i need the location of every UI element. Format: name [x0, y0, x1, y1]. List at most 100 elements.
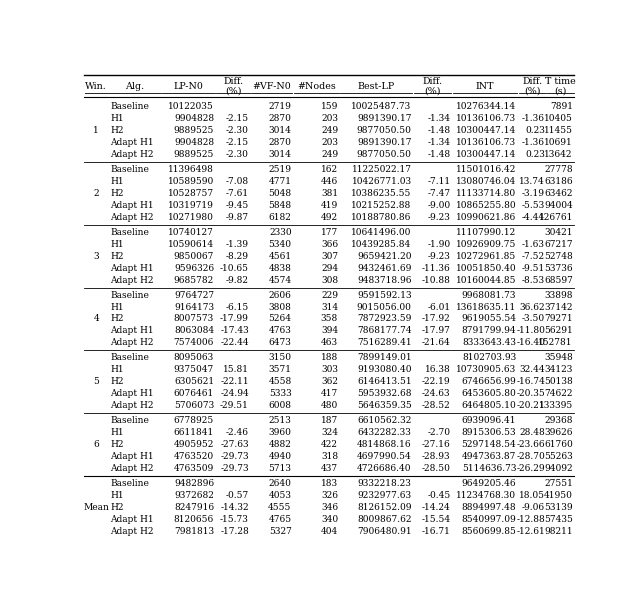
Text: 10926909.75: 10926909.75: [456, 240, 516, 249]
Text: 4771: 4771: [269, 177, 292, 186]
Text: 6746656.99: 6746656.99: [461, 377, 516, 386]
Text: -17.43: -17.43: [220, 326, 249, 335]
Text: 53736: 53736: [544, 264, 573, 273]
Text: -1.36: -1.36: [522, 138, 545, 147]
Text: 366: 366: [321, 240, 338, 249]
Text: 63462: 63462: [545, 189, 573, 198]
Text: 4763520: 4763520: [174, 452, 214, 461]
Text: 5114636.73: 5114636.73: [462, 464, 516, 473]
Text: 33898: 33898: [545, 291, 573, 300]
Text: 4763: 4763: [269, 326, 292, 335]
Text: Baseline: Baseline: [110, 353, 149, 362]
Text: H1: H1: [110, 428, 124, 437]
Text: 0.23: 0.23: [525, 126, 545, 135]
Text: 5646359.35: 5646359.35: [357, 401, 412, 410]
Text: Baseline: Baseline: [110, 103, 149, 112]
Text: 10122035: 10122035: [168, 103, 214, 112]
Text: 50138: 50138: [544, 377, 573, 386]
Text: 2: 2: [93, 189, 99, 198]
Text: Alg.: Alg.: [125, 82, 145, 90]
Text: -7.61: -7.61: [226, 189, 249, 198]
Text: 4882: 4882: [269, 440, 292, 449]
Text: 188: 188: [321, 353, 338, 362]
Text: 9375047: 9375047: [174, 365, 214, 374]
Text: 10691: 10691: [544, 138, 573, 147]
Text: Adapt H1: Adapt H1: [110, 326, 154, 335]
Text: 79271: 79271: [544, 314, 573, 323]
Text: 10025487.73: 10025487.73: [351, 103, 412, 112]
Text: Baseline: Baseline: [110, 165, 149, 174]
Text: -1.48: -1.48: [428, 150, 451, 159]
Text: INT: INT: [476, 82, 494, 90]
Text: 187: 187: [321, 416, 338, 425]
Text: 4561: 4561: [268, 251, 292, 260]
Text: -1.34: -1.34: [428, 114, 451, 123]
Text: 67217: 67217: [544, 240, 573, 249]
Text: 11234768.30: 11234768.30: [456, 491, 516, 500]
Text: H1: H1: [110, 240, 124, 249]
Text: 4763509: 4763509: [174, 464, 214, 473]
Text: 53139: 53139: [544, 503, 573, 512]
Text: -1.63: -1.63: [522, 240, 545, 249]
Text: 8063084: 8063084: [174, 326, 214, 335]
Text: -16.71: -16.71: [422, 526, 451, 535]
Text: -3.19: -3.19: [522, 189, 545, 198]
Text: 3808: 3808: [269, 303, 292, 312]
Text: 422: 422: [321, 440, 338, 449]
Text: 4905952: 4905952: [173, 440, 214, 449]
Text: 381: 381: [321, 189, 338, 198]
Text: 27778: 27778: [544, 165, 573, 174]
Text: H2: H2: [110, 314, 124, 323]
Text: Baseline: Baseline: [110, 228, 149, 237]
Text: Adapt H2: Adapt H2: [110, 150, 154, 159]
Text: 5: 5: [93, 377, 99, 386]
Text: 2513: 2513: [269, 416, 292, 425]
Text: 480: 480: [321, 401, 338, 410]
Text: 8894997.48: 8894997.48: [461, 503, 516, 512]
Text: -9.51: -9.51: [522, 264, 545, 273]
Text: -0.57: -0.57: [226, 491, 249, 500]
Text: -1.36: -1.36: [522, 114, 545, 123]
Text: 9764727: 9764727: [174, 291, 214, 300]
Text: 11455: 11455: [544, 126, 573, 135]
Text: 52748: 52748: [544, 251, 573, 260]
Text: Mean: Mean: [83, 503, 109, 512]
Text: 29368: 29368: [545, 416, 573, 425]
Text: 4697990.54: 4697990.54: [357, 452, 412, 461]
Text: 5327: 5327: [269, 526, 292, 535]
Text: 7899149.01: 7899149.01: [357, 353, 412, 362]
Text: -17.28: -17.28: [220, 526, 249, 535]
Text: 10641496.00: 10641496.00: [351, 228, 412, 237]
Text: 13080746.04: 13080746.04: [456, 177, 516, 186]
Text: 318: 318: [321, 452, 338, 461]
Text: 10271980: 10271980: [168, 213, 214, 222]
Text: 9482896: 9482896: [174, 479, 214, 488]
Text: 7906480.91: 7906480.91: [357, 526, 412, 535]
Text: -22.11: -22.11: [220, 377, 249, 386]
Text: -29.73: -29.73: [220, 464, 249, 473]
Text: 8915306.53: 8915306.53: [461, 428, 516, 437]
Text: 2870: 2870: [269, 114, 292, 123]
Text: 5297148.54: 5297148.54: [461, 440, 516, 449]
Text: -27.16: -27.16: [422, 440, 451, 449]
Text: 324: 324: [321, 428, 338, 437]
Text: 10990621.86: 10990621.86: [456, 213, 516, 222]
Text: H2: H2: [110, 251, 124, 260]
Text: -27.63: -27.63: [220, 440, 249, 449]
Text: -14.24: -14.24: [422, 503, 451, 512]
Text: 362: 362: [321, 377, 338, 386]
Text: #VF-N0: #VF-N0: [252, 82, 291, 90]
Text: -1.34: -1.34: [428, 138, 451, 147]
Text: Adapt H2: Adapt H2: [110, 401, 154, 410]
Text: -11.36: -11.36: [422, 264, 451, 273]
Text: 7868177.74: 7868177.74: [357, 326, 412, 335]
Text: -26.29: -26.29: [516, 464, 545, 473]
Text: 9968081.73: 9968081.73: [462, 291, 516, 300]
Text: -1.90: -1.90: [428, 240, 451, 249]
Text: -28.70: -28.70: [516, 452, 545, 461]
Text: 13618635.11: 13618635.11: [456, 303, 516, 312]
Text: 6610562.32: 6610562.32: [357, 416, 412, 425]
Text: -15.54: -15.54: [421, 514, 451, 523]
Text: 6: 6: [93, 440, 99, 449]
Text: 229: 229: [321, 291, 338, 300]
